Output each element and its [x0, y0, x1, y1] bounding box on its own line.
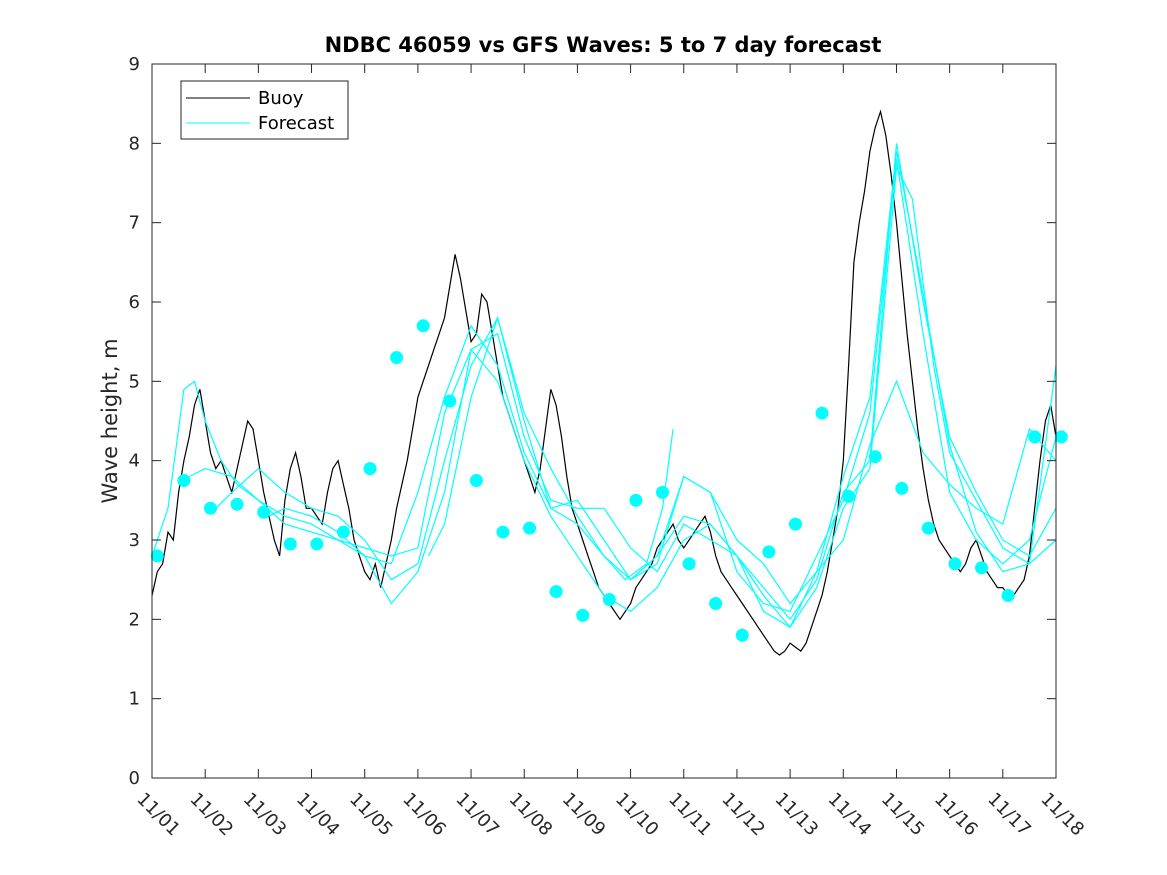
forecast-marker	[735, 628, 749, 642]
forecast-marker	[1054, 430, 1068, 444]
forecast-line	[427, 315, 674, 581]
forecast-line	[268, 151, 1057, 629]
y-tick-label: 0	[129, 768, 140, 789]
legend: Buoy Forecast	[180, 80, 349, 140]
x-tick-label: 11/09	[558, 789, 610, 841]
x-tick-label: 11/10	[611, 789, 663, 841]
forecast-marker	[682, 557, 696, 571]
forecast-marker	[203, 501, 217, 515]
plot-background	[152, 64, 1056, 778]
chart-title: NDBC 46059 vs GFS Waves: 5 to 7 day fore…	[325, 33, 882, 57]
x-tick-label: 11/12	[717, 789, 769, 841]
x-tick-label: 11/16	[930, 789, 982, 841]
forecast-marker	[230, 497, 244, 511]
forecast-marker	[1028, 430, 1042, 444]
forecast-marker	[842, 489, 856, 503]
x-tick-label: 11/04	[292, 789, 344, 841]
plot-area	[150, 63, 1068, 779]
forecast-marker	[975, 561, 989, 575]
y-axis: 0 1 2 3 4 5 6 7 8 9	[129, 54, 1056, 789]
x-tick-label: 11/11	[664, 789, 716, 841]
y-tick-label: 7	[129, 213, 140, 234]
forecast-marker	[868, 450, 882, 464]
forecast-marker	[443, 394, 457, 408]
x-tick-label: 11/18	[1036, 789, 1088, 841]
legend-buoy-label: Buoy	[258, 88, 304, 109]
forecast-marker	[895, 481, 909, 495]
forecast-marker	[815, 406, 829, 420]
legend-box	[180, 80, 349, 140]
forecast-marker	[1001, 589, 1015, 603]
forecast-marker	[629, 493, 643, 507]
forecast-line	[151, 164, 1057, 629]
forecast-marker	[948, 557, 962, 571]
x-tick-label: 11/14	[824, 789, 876, 841]
y-axis-label: Wave height, m	[98, 338, 122, 503]
series-layer	[150, 109, 1068, 656]
forecast-marker	[496, 525, 510, 539]
forecast-marker	[788, 517, 802, 531]
x-tick-label: 11/06	[398, 789, 450, 841]
forecast-line	[630, 379, 1057, 605]
x-tick-label: 11/03	[239, 789, 291, 841]
y-tick-label: 6	[129, 292, 140, 313]
x-tick-label: 11/08	[505, 789, 557, 841]
forecast-marker	[310, 537, 324, 551]
legend-forecast-label: Forecast	[258, 113, 334, 134]
x-tick-label: 11/13	[771, 789, 823, 841]
forecast-marker	[921, 521, 935, 535]
x-tick-label: 11/01	[132, 789, 184, 841]
y-tick-label: 2	[129, 609, 140, 630]
forecast-marker	[709, 596, 723, 610]
forecast-marker	[469, 474, 483, 487]
y-tick-label: 8	[129, 133, 140, 154]
forecast-marker	[416, 319, 430, 333]
forecast-marker	[150, 549, 164, 563]
x-tick-label: 11/05	[345, 789, 397, 841]
forecast-marker	[336, 525, 350, 539]
forecast-marker	[390, 351, 404, 365]
y-tick-label: 1	[129, 689, 140, 710]
forecast-marker	[283, 537, 297, 551]
forecast-marker	[363, 462, 377, 476]
forecast-marker	[576, 608, 590, 622]
y-tick-label: 5	[129, 371, 140, 392]
x-tick-label: 11/07	[452, 789, 504, 841]
forecast-marker	[549, 585, 563, 599]
x-tick-label: 11/17	[983, 789, 1035, 841]
forecast-marker	[655, 485, 669, 499]
forecast-marker	[177, 474, 191, 487]
y-tick-label: 9	[129, 54, 140, 75]
plot-frame	[151, 63, 1057, 779]
x-tick-label: 11/15	[877, 789, 929, 841]
forecast-marker	[762, 545, 776, 559]
y-tick-label: 3	[129, 530, 140, 551]
forecast-marker	[257, 505, 271, 519]
forecast-marker	[602, 593, 616, 606]
forecast-marker	[523, 521, 537, 535]
x-tick-label: 11/02	[186, 789, 238, 841]
y-tick-label: 4	[129, 451, 140, 472]
